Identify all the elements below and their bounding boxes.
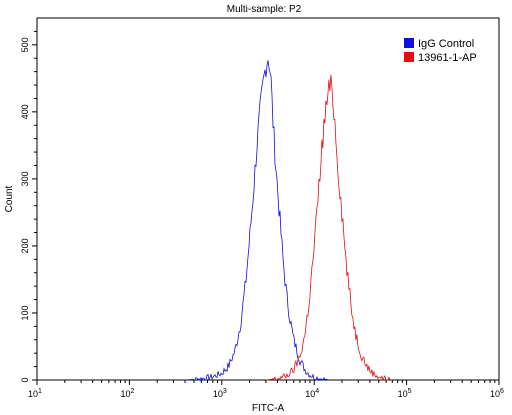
- x-tick-label: 102: [120, 388, 134, 399]
- y-axis-label: Count: [4, 185, 15, 212]
- x-tick-label: 106: [490, 388, 504, 399]
- x-tick-label: 101: [28, 388, 42, 399]
- series-line: [184, 60, 331, 382]
- legend: IgG Control 13961-1-AP: [404, 38, 477, 64]
- axis-ticks: 101 102 103 104 105 106 0 100 200 300 400 500: [20, 30, 504, 399]
- series-line: [265, 74, 392, 381]
- plot-area: [36, 17, 500, 381]
- legend-swatch: [404, 52, 414, 62]
- legend-label: IgG Control: [418, 38, 474, 50]
- legend-swatch: [404, 38, 414, 48]
- chart-title: Multi-sample: P2: [227, 4, 302, 15]
- series-layer: [184, 60, 392, 382]
- y-tick-label: 200: [20, 238, 30, 253]
- y-tick-label: 0: [20, 377, 30, 382]
- y-tick-label: 400: [20, 104, 30, 119]
- x-tick-label: 103: [213, 388, 227, 399]
- x-tick-label: 104: [305, 388, 319, 399]
- y-tick-label: 100: [20, 305, 30, 320]
- legend-label: 13961-1-AP: [418, 52, 477, 64]
- y-tick-label: 500: [20, 37, 30, 52]
- x-axis-label: FITC-A: [252, 403, 285, 414]
- y-tick-label: 300: [20, 171, 30, 186]
- x-tick-label: 105: [398, 388, 412, 399]
